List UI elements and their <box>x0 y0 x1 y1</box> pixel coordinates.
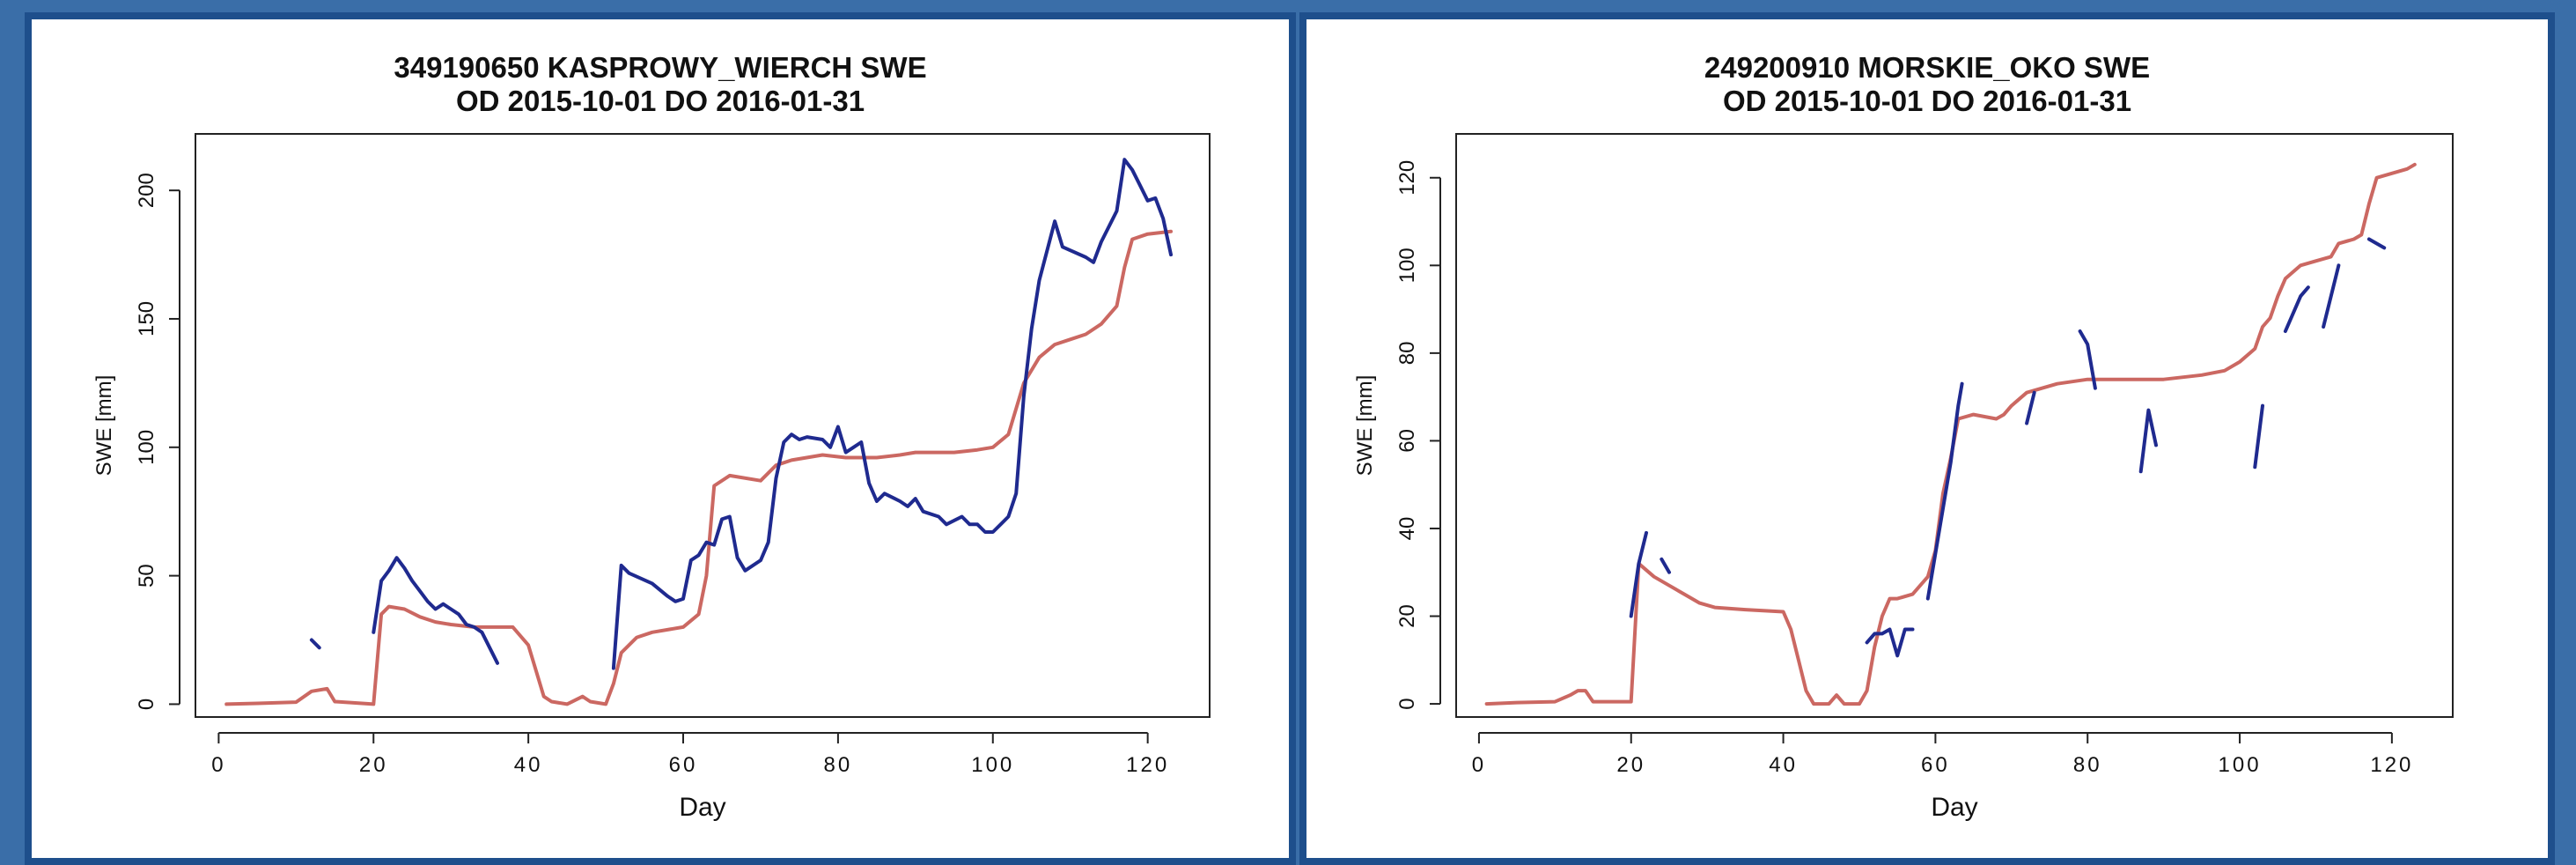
observed-series-line <box>611 158 1173 670</box>
y-tick-label: 60 <box>1395 429 1419 453</box>
x-tick-label: 40 <box>1769 753 1798 777</box>
chart-svg-morskie-oko: 0 20 40 60 80 100 120 Day 0 20 40 60 80 100 120 SWE [mm… <box>1353 133 2454 822</box>
y-tick-label: 100 <box>1395 248 1419 283</box>
x-tick-label: 0 <box>211 753 225 777</box>
x-axis-label: Day <box>679 793 725 822</box>
y-tick-label: 0 <box>135 699 158 710</box>
y-tick-label: 120 <box>1395 160 1419 196</box>
x-tick-label: 40 <box>514 753 543 777</box>
observed-series-line <box>1865 627 1915 658</box>
x-tick-label: 60 <box>1921 753 1950 777</box>
observed-series-line <box>309 638 321 650</box>
chart-svg-kasprowy: 0 20 40 60 80 100 120 Day 0 50 100 150 200 SWE [mm] <box>92 133 1211 822</box>
y-tick-label: 100 <box>135 430 158 465</box>
y-tick-label: 40 <box>1395 517 1419 541</box>
chart-subtitle: OD 2015-10-01 DO 2016-01-31 <box>1722 85 2132 117</box>
y-axis-label: SWE [mm] <box>1353 375 1377 477</box>
x-tick-label: 120 <box>1126 753 1169 777</box>
modelled-series-line <box>224 229 1173 706</box>
y-tick-label: 80 <box>1395 342 1419 366</box>
plot-frame <box>195 133 1211 718</box>
chart-panel-morskie-oko: 0 20 40 60 80 100 120 Day 0 20 40 60 80 100 120 SWE [mm… <box>1299 12 2555 865</box>
observed-series-line <box>1660 557 1671 574</box>
chart-subtitle: OD 2015-10-01 DO 2016-01-31 <box>455 85 865 117</box>
x-tick-label: 80 <box>824 753 853 777</box>
observed-series-line <box>2025 390 2036 425</box>
y-axis-label: SWE [mm] <box>92 375 116 477</box>
x-tick-label: 100 <box>971 753 1014 777</box>
observed-series-line <box>1925 381 1964 601</box>
x-axis-label: Day <box>1931 793 1977 822</box>
chart-panel-kasprowy: 0 20 40 60 80 100 120 Day 0 50 100 150 200 SWE [mm] 3… <box>25 12 1296 865</box>
observed-series-line <box>1629 530 1648 618</box>
y-tick-label: 200 <box>135 173 158 208</box>
x-tick-label: 60 <box>669 753 698 777</box>
x-tick-label: 20 <box>359 753 388 777</box>
x-tick-label: 120 <box>2370 753 2413 777</box>
y-tick-label: 50 <box>135 564 158 588</box>
observed-series-line <box>2138 408 2158 474</box>
chart-title: 249200910 MORSKIE_OKO SWE <box>1704 51 2151 84</box>
observed-series-line <box>2253 403 2264 469</box>
chart-title: 349190650 KASPROWY_WIERCH SWE <box>394 51 927 84</box>
observed-series-line <box>2283 285 2310 333</box>
y-tick-label: 0 <box>1395 698 1419 709</box>
x-tick-label: 0 <box>1472 753 1486 777</box>
y-tick-label: 20 <box>1395 604 1419 628</box>
x-tick-label: 80 <box>2073 753 2102 777</box>
observed-series-line <box>372 556 499 665</box>
observed-series-line <box>2078 329 2097 390</box>
observed-series-line <box>2366 237 2387 250</box>
modelled-series-line <box>1484 162 2417 706</box>
x-tick-label: 100 <box>2219 753 2262 777</box>
y-tick-label: 150 <box>135 301 158 336</box>
plot-frame <box>1455 133 2454 718</box>
x-tick-label: 20 <box>1616 753 1645 777</box>
observed-series-line <box>2322 263 2341 329</box>
